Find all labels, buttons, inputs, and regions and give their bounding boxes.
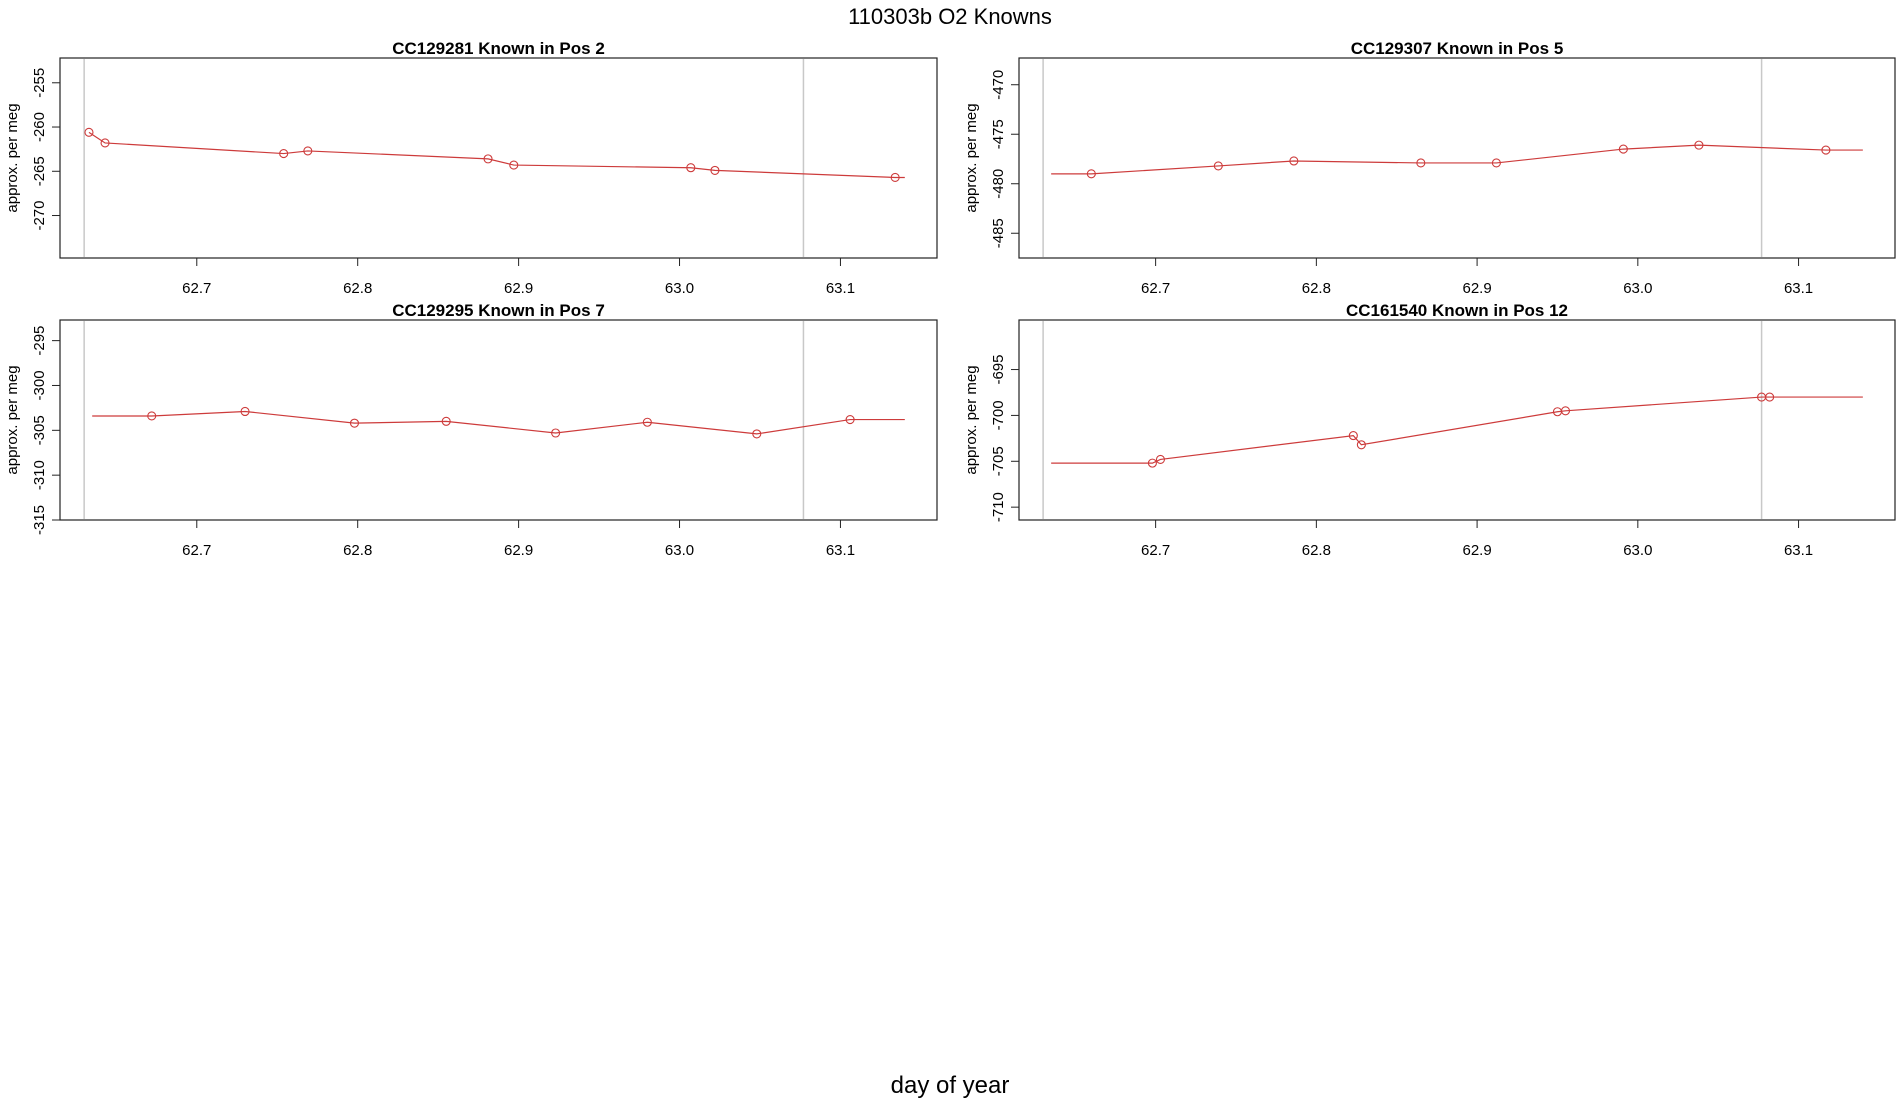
- y-tick-label: -310: [31, 460, 48, 490]
- panel-title: CC161540 Known in Pos 12: [1346, 301, 1568, 320]
- series-line: [92, 410, 905, 435]
- y-tick-label: -710: [990, 492, 1007, 522]
- data-point: [1694, 140, 1704, 150]
- data-point: [279, 149, 289, 159]
- data-point: [1491, 158, 1501, 168]
- panel-2: CC129307 Known in Pos 5 62.7 62.8 62.9 63.0 6…: [963, 39, 1896, 297]
- data-point: [1213, 161, 1223, 171]
- panel-3: CC129295 Known in Pos 7 62.7 62.8 62.9 63.0 6…: [4, 301, 938, 559]
- data-point: [1560, 406, 1571, 416]
- x-tick-label: 63.0: [1623, 542, 1652, 559]
- panel-4: CC161540 Known in Pos 12 62.7 62.8 62.9 63.0…: [963, 301, 1896, 559]
- figure-title: 110303b O2 Knowns: [848, 4, 1052, 29]
- y-tick-label: -695: [990, 355, 1007, 385]
- plot-frame: [1018, 57, 1896, 259]
- data-point: [686, 163, 696, 173]
- data-point: [1821, 145, 1831, 155]
- y-tick-label: -260: [31, 112, 48, 142]
- x-tick-label: 63.0: [665, 542, 694, 559]
- y-tick-label: -300: [31, 370, 48, 400]
- y-tick-label: -315: [31, 505, 48, 535]
- data-point: [84, 127, 94, 137]
- plot-frame: [1018, 319, 1896, 521]
- x-tick-label: 62.8: [1302, 542, 1331, 559]
- y-axis-title: approx. per meg: [4, 365, 21, 474]
- data-point: [1356, 440, 1366, 450]
- data-point: [1086, 169, 1096, 179]
- x-tick-label: 63.1: [1784, 542, 1813, 559]
- x-tick-label: 62.7: [182, 280, 211, 297]
- x-tick-label: 62.9: [504, 280, 533, 297]
- x-tick-label: 62.7: [182, 542, 211, 559]
- data-point: [240, 406, 250, 417]
- y-axis-title: approx. per meg: [4, 103, 21, 212]
- x-tick-label: 62.8: [343, 280, 372, 297]
- y-tick-label: -295: [31, 326, 48, 356]
- y-axis-title: approx. per meg: [963, 365, 980, 474]
- y-tick-label: -255: [31, 68, 48, 98]
- data-point: [1765, 392, 1775, 402]
- panel-1: CC129281 Known in Pos 2 62.7 62.8 62.9 63.0 6…: [4, 39, 938, 297]
- data-point: [752, 429, 762, 439]
- x-tick-label: 62.7: [1141, 280, 1170, 297]
- panel-title: CC129281 Known in Pos 2: [392, 39, 605, 58]
- data-point: [642, 417, 652, 427]
- x-tick-label: 62.7: [1141, 542, 1170, 559]
- y-tick-label: -265: [31, 156, 48, 186]
- data-point: [509, 160, 519, 170]
- y-tick-label: -485: [990, 218, 1007, 248]
- data-point: [147, 411, 157, 421]
- data-point: [890, 172, 900, 183]
- x-tick-label: 63.0: [1623, 280, 1652, 297]
- data-point: [483, 154, 493, 164]
- data-point: [1289, 156, 1299, 166]
- y-tick-label: -475: [990, 119, 1007, 149]
- data-point: [1618, 144, 1628, 154]
- y-tick-label: -470: [990, 70, 1007, 100]
- plot-frame: [59, 319, 938, 521]
- y-tick-label: -270: [31, 201, 48, 231]
- series-line: [1051, 396, 1863, 464]
- data-point: [1147, 458, 1157, 468]
- x-tick-label: 63.1: [1784, 280, 1813, 297]
- x-tick-label: 63.1: [826, 542, 855, 559]
- plot-frame: [59, 57, 938, 259]
- data-point: [349, 418, 360, 428]
- data-point: [1155, 454, 1165, 464]
- y-tick-label: -305: [31, 415, 48, 445]
- y-axis-title: approx. per meg: [963, 103, 980, 212]
- x-tick-label: 62.8: [343, 542, 372, 559]
- panel-title: CC129295 Known in Pos 7: [392, 301, 605, 320]
- data-point: [845, 415, 855, 425]
- y-tick-label: -705: [990, 446, 1007, 476]
- data-point: [303, 146, 313, 156]
- x-tick-label: 62.9: [1462, 280, 1491, 297]
- series-line: [1051, 144, 1863, 175]
- x-tick-label: 62.9: [1462, 542, 1491, 559]
- panel-title: CC129307 Known in Pos 5: [1351, 39, 1564, 58]
- y-tick-label: -700: [990, 400, 1007, 430]
- x-axis-title: day of year: [890, 1072, 1010, 1099]
- data-point: [1348, 431, 1358, 441]
- series-line: [88, 131, 905, 179]
- data-point: [551, 428, 561, 438]
- y-tick-label: -480: [990, 169, 1007, 199]
- data-point: [441, 416, 451, 426]
- x-tick-label: 63.0: [665, 280, 694, 297]
- x-tick-label: 62.8: [1302, 280, 1331, 297]
- data-point: [710, 165, 720, 175]
- x-tick-label: 63.1: [826, 280, 855, 297]
- x-tick-label: 62.9: [504, 542, 533, 559]
- data-point: [100, 138, 110, 148]
- data-point: [1416, 158, 1426, 168]
